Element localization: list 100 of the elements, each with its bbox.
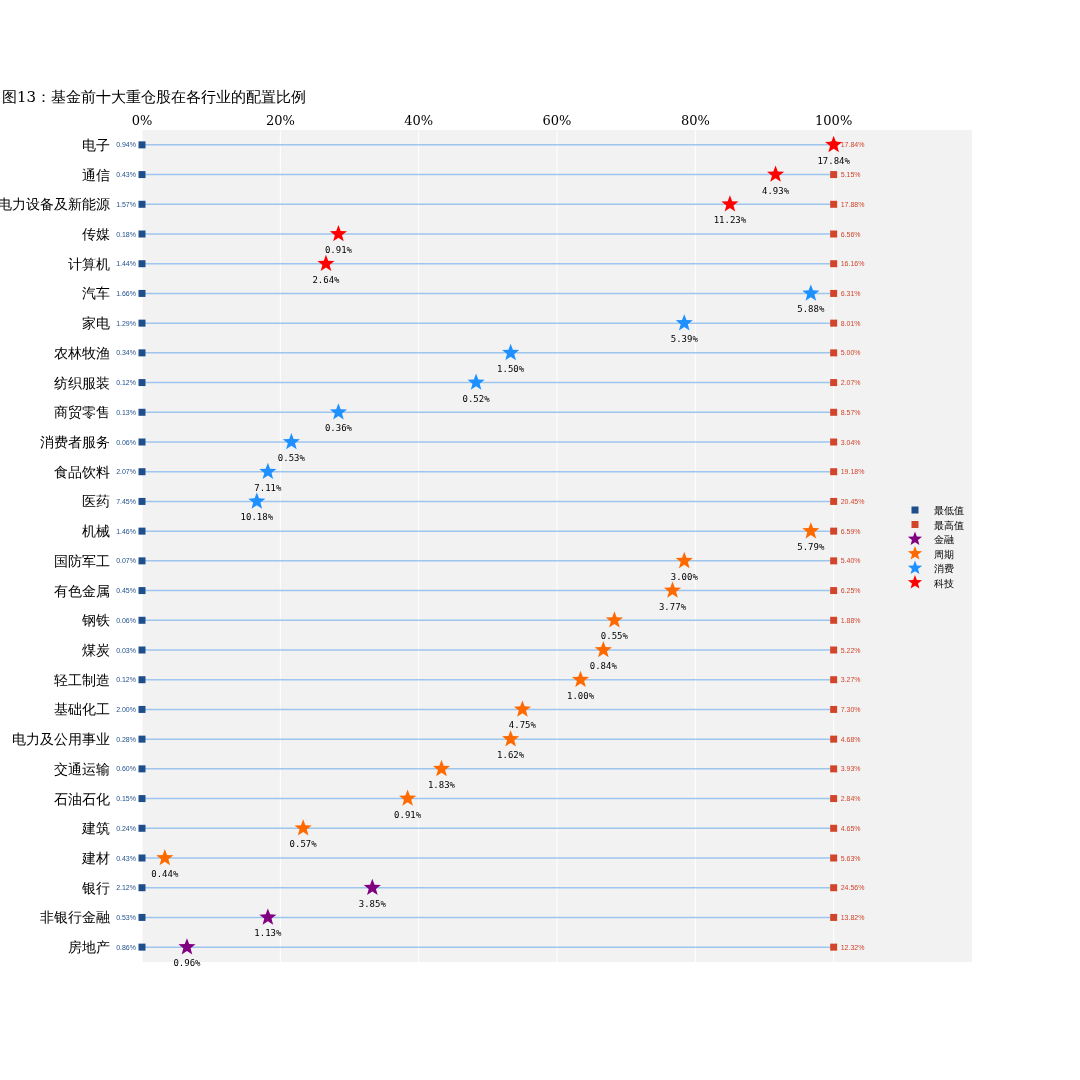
annotation: 1.62% bbox=[497, 750, 525, 761]
point bbox=[830, 289, 838, 297]
point bbox=[825, 135, 843, 153]
point bbox=[830, 587, 838, 595]
point bbox=[138, 408, 146, 416]
annotation: 0.36% bbox=[324, 423, 353, 434]
annotation: 0.84% bbox=[589, 661, 618, 671]
point bbox=[138, 557, 146, 565]
y-tick-label: 煤炭 bbox=[82, 642, 110, 658]
y-tick-label: 通信 bbox=[82, 166, 110, 183]
y-tick-label: 房地产 bbox=[68, 939, 110, 956]
x-tick-label: 20% bbox=[265, 113, 295, 128]
annotation: 0.52% bbox=[462, 393, 491, 404]
point bbox=[830, 854, 838, 862]
point bbox=[830, 438, 838, 446]
point bbox=[830, 200, 838, 208]
point bbox=[138, 646, 146, 654]
y-tick-label: 纺织服装 bbox=[54, 374, 110, 391]
point bbox=[830, 408, 838, 416]
point bbox=[830, 557, 838, 565]
point bbox=[767, 165, 785, 182]
x-tick-label: 40% bbox=[404, 113, 434, 128]
y-tick-label: 家电 bbox=[82, 315, 110, 332]
point bbox=[675, 314, 693, 331]
point bbox=[138, 200, 146, 208]
x-tick-label: 60% bbox=[542, 113, 572, 128]
annotation: 0.55% bbox=[600, 631, 629, 642]
annotation: 0.53% bbox=[277, 453, 306, 463]
point bbox=[830, 884, 838, 892]
point bbox=[830, 616, 838, 624]
annotation: 1.13% bbox=[254, 928, 283, 939]
point bbox=[802, 284, 820, 301]
x-tick-label: 80% bbox=[680, 113, 710, 128]
point bbox=[830, 735, 838, 743]
point bbox=[138, 705, 146, 713]
annotation: 3.00% bbox=[670, 571, 699, 582]
annotation: 0.91% bbox=[324, 245, 353, 255]
point bbox=[138, 497, 146, 505]
point bbox=[138, 438, 146, 446]
y-tick-label: 银行 bbox=[81, 879, 110, 896]
point bbox=[830, 824, 838, 832]
y-tick-label: 农林牧渔 bbox=[54, 344, 110, 361]
point bbox=[156, 849, 174, 866]
point bbox=[830, 646, 838, 654]
point bbox=[329, 225, 347, 242]
annotation: 1.50% bbox=[497, 363, 525, 374]
point bbox=[317, 254, 335, 271]
point bbox=[363, 878, 381, 895]
annotation: 5.88% bbox=[797, 304, 825, 315]
annotation: 10.18% bbox=[240, 512, 274, 523]
y-tick-label: 食品饮料 bbox=[54, 463, 110, 480]
point bbox=[138, 289, 146, 297]
annotation: 4.75% bbox=[508, 720, 537, 731]
point bbox=[138, 824, 146, 832]
point bbox=[138, 854, 146, 862]
legend-label: 金融 bbox=[934, 534, 954, 545]
annotation: 5.79% bbox=[797, 542, 825, 553]
x-tick-label: 0% bbox=[131, 113, 153, 128]
y-tick-label: 机械 bbox=[82, 523, 110, 540]
point bbox=[329, 403, 347, 420]
point bbox=[675, 551, 693, 569]
chart-title: 图13：基金前十大重仓股在各行业的配置比例 bbox=[2, 88, 307, 106]
point bbox=[138, 735, 146, 743]
annotation: 11.23% bbox=[713, 215, 747, 226]
point bbox=[138, 587, 146, 595]
annotation: 0.91% bbox=[394, 809, 422, 820]
point bbox=[259, 462, 277, 479]
legend-label: 科技 bbox=[934, 577, 954, 589]
point bbox=[138, 616, 146, 624]
y-tick-label: 石油石化 bbox=[54, 790, 110, 807]
y-tick-label: 电力及公用事业 bbox=[12, 731, 110, 748]
y-tick-label: 建筑 bbox=[81, 820, 110, 837]
point bbox=[830, 497, 838, 505]
y-tick-label: 非银行金融 bbox=[40, 909, 110, 926]
point bbox=[830, 676, 838, 684]
annotation: 7.11% bbox=[254, 482, 283, 493]
point bbox=[830, 230, 838, 238]
point bbox=[802, 522, 820, 539]
annotation: 5.39% bbox=[670, 334, 699, 345]
y-tick-label: 计算机 bbox=[68, 255, 110, 272]
legend-label: 周期 bbox=[934, 548, 954, 560]
point bbox=[138, 468, 146, 476]
point bbox=[138, 527, 146, 535]
point bbox=[178, 938, 196, 955]
point bbox=[502, 343, 520, 361]
y-tick-label: 基础化工 bbox=[54, 701, 110, 718]
point bbox=[663, 581, 682, 598]
point bbox=[830, 379, 838, 387]
legend-label: 最低值 bbox=[934, 505, 964, 516]
point bbox=[138, 943, 146, 951]
point bbox=[399, 789, 417, 806]
y-tick-label: 传媒 bbox=[82, 226, 110, 242]
point bbox=[830, 171, 838, 179]
point bbox=[830, 260, 838, 268]
point bbox=[138, 913, 146, 921]
point bbox=[830, 705, 838, 713]
point bbox=[138, 676, 146, 684]
point bbox=[259, 908, 277, 925]
point bbox=[830, 349, 838, 357]
point bbox=[830, 468, 838, 476]
